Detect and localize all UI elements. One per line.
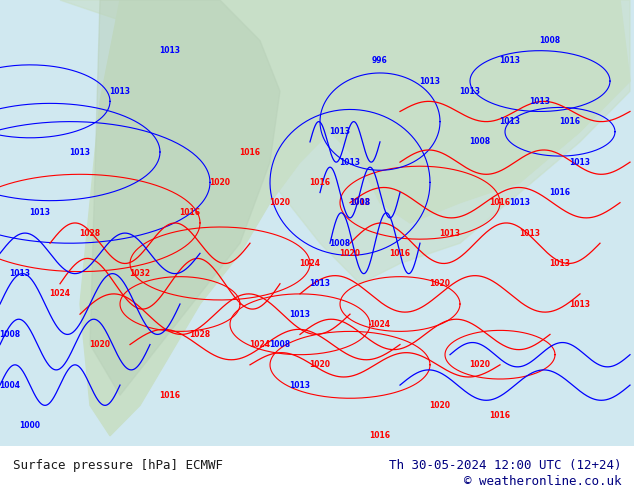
Text: 1013: 1013 — [160, 46, 181, 55]
Text: 1020: 1020 — [209, 178, 231, 187]
Text: 1032: 1032 — [129, 269, 150, 278]
Text: 1016: 1016 — [489, 198, 510, 207]
Text: 1004: 1004 — [0, 381, 20, 390]
Text: 1028: 1028 — [190, 330, 210, 339]
Text: 1013: 1013 — [500, 56, 521, 65]
Text: 1013: 1013 — [30, 208, 51, 218]
Text: 1013: 1013 — [110, 87, 131, 96]
Text: 1013: 1013 — [309, 279, 330, 288]
Text: 1013: 1013 — [290, 381, 311, 390]
Polygon shape — [60, 0, 630, 284]
Text: 1013: 1013 — [550, 259, 571, 268]
Text: 1016: 1016 — [240, 147, 261, 156]
Text: 1016: 1016 — [389, 249, 410, 258]
Text: 1008: 1008 — [469, 137, 491, 147]
Text: 1013: 1013 — [519, 228, 541, 238]
Text: 1013: 1013 — [339, 158, 361, 167]
Text: 1028: 1028 — [79, 228, 101, 238]
Text: 1016: 1016 — [559, 117, 581, 126]
Text: 1016: 1016 — [489, 411, 510, 420]
Text: 1024: 1024 — [250, 340, 271, 349]
Text: 1013: 1013 — [500, 117, 521, 126]
Text: Surface pressure [hPa] ECMWF: Surface pressure [hPa] ECMWF — [13, 459, 223, 472]
Text: 1008: 1008 — [0, 330, 20, 339]
Text: 1013: 1013 — [460, 87, 481, 96]
Text: 1024: 1024 — [299, 259, 321, 268]
Text: 1020: 1020 — [429, 401, 451, 410]
Polygon shape — [90, 0, 280, 395]
Text: 1013: 1013 — [420, 76, 441, 86]
Text: 1008: 1008 — [269, 340, 290, 349]
Text: 1016: 1016 — [160, 391, 181, 400]
Text: 1013: 1013 — [529, 97, 550, 106]
Text: 1013: 1013 — [290, 310, 311, 318]
Text: 1016: 1016 — [370, 431, 391, 441]
Text: 1013: 1013 — [569, 299, 590, 309]
Polygon shape — [80, 0, 630, 436]
Text: 1016: 1016 — [179, 208, 200, 218]
Text: 1013: 1013 — [439, 228, 460, 238]
Text: 1020: 1020 — [89, 340, 110, 349]
Text: 1013: 1013 — [569, 158, 590, 167]
Text: 1020: 1020 — [309, 360, 330, 369]
Text: 1024: 1024 — [49, 290, 70, 298]
Text: 1000: 1000 — [20, 421, 41, 430]
Text: 1020: 1020 — [339, 249, 361, 258]
Text: 1016: 1016 — [550, 188, 571, 197]
Text: 1016: 1016 — [309, 178, 330, 187]
Text: 1013: 1013 — [510, 198, 531, 207]
Text: 1020: 1020 — [429, 279, 451, 288]
Text: 1013: 1013 — [349, 198, 370, 207]
Text: 1008: 1008 — [540, 36, 560, 45]
Text: 1008: 1008 — [330, 239, 351, 248]
Text: 1013: 1013 — [70, 147, 91, 156]
Text: © weatheronline.co.uk: © weatheronline.co.uk — [464, 475, 621, 488]
Text: 1013: 1013 — [330, 127, 351, 136]
Text: 1008: 1008 — [349, 198, 370, 207]
Text: 996: 996 — [372, 56, 388, 65]
Text: 1020: 1020 — [269, 198, 290, 207]
Text: 1024: 1024 — [370, 320, 391, 329]
Text: 1020: 1020 — [470, 360, 491, 369]
Text: 1013: 1013 — [10, 269, 30, 278]
Text: Th 30-05-2024 12:00 UTC (12+24): Th 30-05-2024 12:00 UTC (12+24) — [389, 459, 621, 472]
